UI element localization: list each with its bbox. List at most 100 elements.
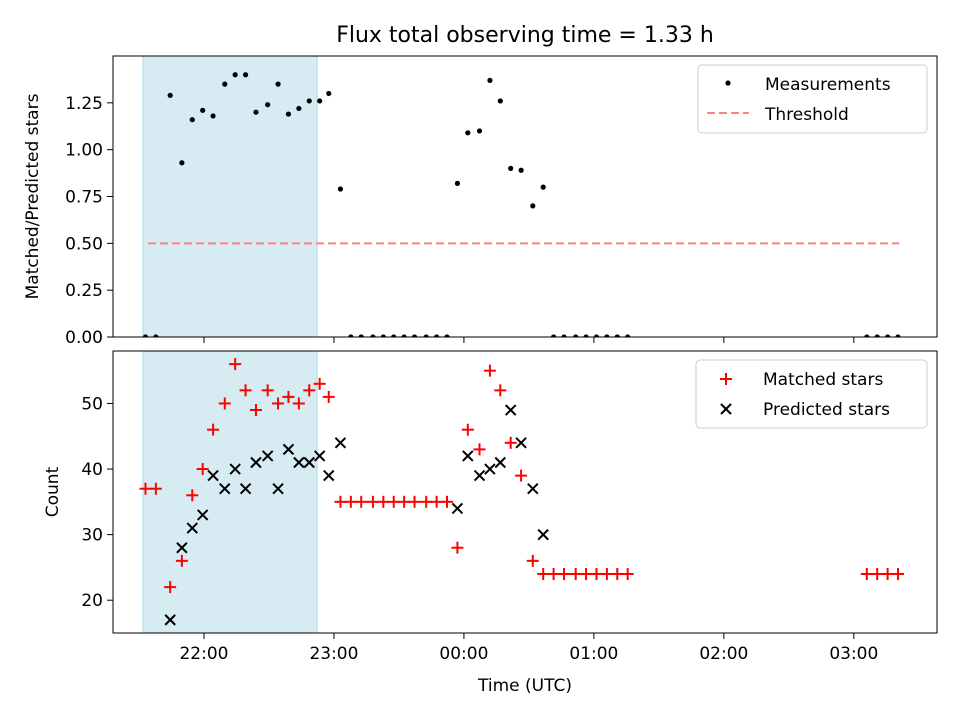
matched-star-point [322,390,335,403]
matched-star-point [580,567,593,580]
legend-measurements-label: Measurements [765,75,891,95]
y-tick-label: 30 [81,526,103,546]
measurement-point [370,334,376,337]
matched-star-point [408,495,421,508]
matched-star-point [611,567,624,580]
y-tick-label: 50 [81,394,103,414]
ratio-panel-y-axis-label: Matched/Predicted stars [23,93,43,299]
measurement-point [465,130,471,136]
matched-star-point [621,567,634,580]
matched-star-point [387,495,400,508]
measurement-point [142,334,149,337]
measurement-point [434,334,440,337]
measurement-point [454,180,461,186]
legend-threshold-label: Threshold [764,105,849,125]
legend-matched-marker [720,373,732,385]
matched-star-point [229,358,242,371]
x-axis-label: Time (UTC) [477,676,572,696]
matched-star-point [860,567,873,580]
predicted-star-point [323,469,335,482]
predicted-star-point [293,456,305,469]
matched-star-point [473,443,486,456]
matched-star-point [871,567,884,580]
matched-star-point [149,482,162,495]
legend-measurements-marker [725,80,731,86]
measurement-point [265,102,271,108]
measurement-point [885,334,891,337]
matched-star-point [282,390,295,403]
matched-star-point [504,436,517,449]
predicted-star-point [451,502,464,515]
x-tick-label: 01:00 [569,644,618,664]
matched-star-point [547,567,560,580]
matched-star-point [344,495,357,508]
measurement-point [296,105,302,112]
measurement-point [583,334,589,337]
matched-star-point [420,495,433,508]
counts-panel-frame [112,350,938,634]
predicted-star-point [207,469,219,482]
y-tick-label: 20 [81,591,103,611]
matched-star-point [261,384,274,397]
measurement-point [625,334,631,337]
matched-star-point [175,554,188,567]
measurement-point [573,334,579,337]
measurement-point [380,334,386,337]
predicted-star-point [229,463,241,475]
predicted-star-point [473,469,486,482]
legend-predicted-marker [720,403,732,415]
matched-star-point [569,567,582,580]
matched-star-point [461,423,474,436]
predicted-star-point [176,542,188,554]
y-tick-label: 1.25 [65,94,103,114]
matched-star-point [441,495,454,508]
matched-star-point [494,384,507,397]
measurement-point [275,81,281,87]
y-tick-label: 40 [81,460,103,480]
predicted-star-point [504,404,517,416]
matched-star-point [526,554,539,567]
x-tick-label: 03:00 [829,644,878,664]
measurement-point [222,81,228,87]
matched-star-point [272,397,285,410]
matched-star-point [483,364,496,377]
counts-panel-legend: Matched stars Predicted stars [695,359,928,429]
measurement-point [411,334,418,337]
matched-star-point [313,377,326,390]
ratio-panel-legend: Measurements Threshold [697,64,928,134]
legend-matched-label: Matched stars [763,370,883,390]
measurement-point [179,160,185,166]
observing-window-highlight [142,350,318,634]
measurement-point [232,72,238,78]
measurement-point [391,334,397,337]
legend-predicted-label: Predicted stars [763,400,890,420]
measurement-point [285,111,292,117]
measurement-point [326,90,332,97]
matched-star-point [292,397,305,410]
matched-star-point [355,495,368,508]
measurement-point [487,77,493,83]
measurement-point [167,92,173,98]
x-tick-label: 02:00 [699,644,748,664]
predicted-star-point [261,450,274,462]
matched-star-point [515,469,528,482]
matched-star-point [600,567,613,580]
measurement-point [497,98,503,104]
measurement-point [444,334,450,337]
y-tick-label: 0.75 [65,188,103,208]
predicted-star-point [462,450,474,462]
measurement-point [614,334,620,337]
predicted-star-point [494,456,507,469]
predicted-star-point [515,437,527,449]
measurement-point [895,334,901,337]
x-tick-label: 00:00 [439,644,488,664]
predicted-star-point [537,528,549,541]
observing-window-highlight [142,55,318,338]
measurement-point [561,334,567,337]
predicted-star-point [186,522,198,534]
measurement-point [550,334,557,337]
matched-star-point [139,482,152,495]
predicted-star-point [313,450,326,462]
